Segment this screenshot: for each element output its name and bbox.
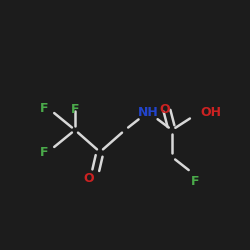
Text: F: F [40,146,48,158]
Text: NH: NH [138,106,158,118]
Text: F: F [40,102,48,114]
Text: O: O [160,103,170,116]
Text: F: F [71,103,79,116]
Text: O: O [84,172,94,184]
Text: F: F [191,175,199,188]
Text: OH: OH [200,106,221,118]
